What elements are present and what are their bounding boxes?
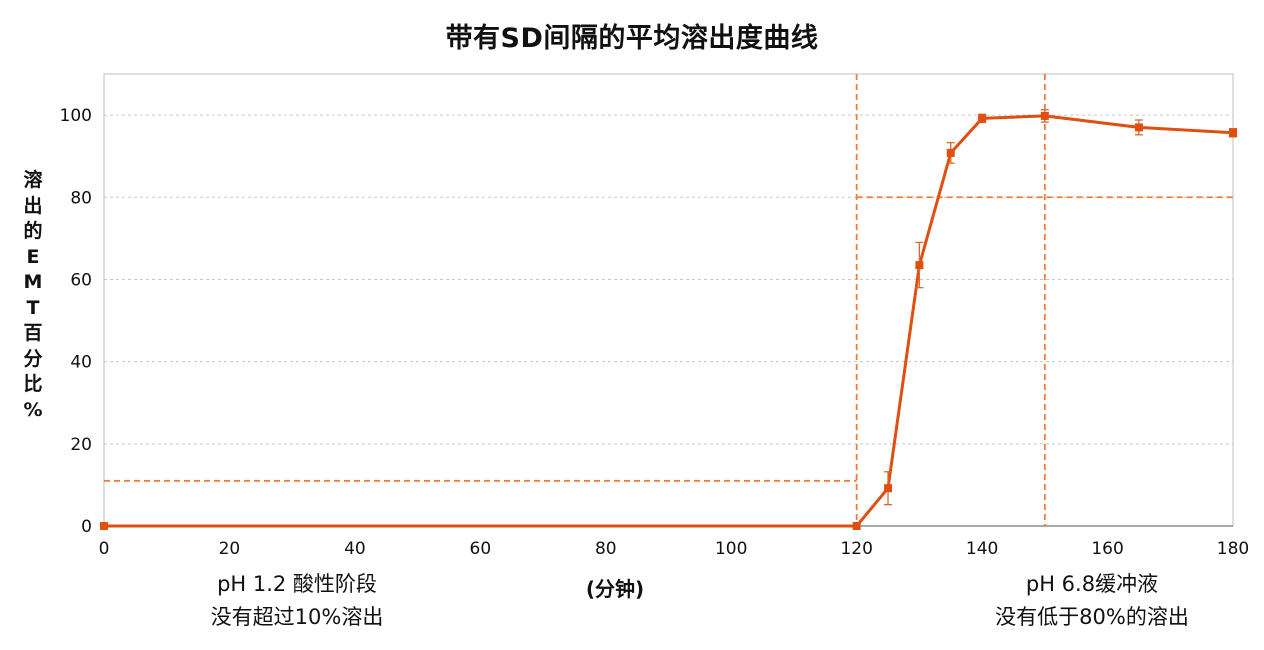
x-tick-label: 0 [99, 539, 110, 559]
y-axis-label-char: E [26, 245, 40, 268]
x-tick-label: 100 [715, 539, 747, 559]
x-tick-label: 120 [840, 539, 872, 559]
annotation-buffer-stage: pH 6.8缓冲液 没有低于80%的溶出 [912, 568, 1264, 634]
y-tick-label: 20 [70, 435, 92, 455]
y-axis-label-char: 的 [23, 220, 43, 242]
plot-frame [103, 73, 1234, 527]
y-tick-label: 100 [60, 106, 92, 126]
y-axis-label-char: 出 [23, 194, 43, 217]
y-axis-label-char: 溶 [23, 169, 43, 191]
data-point [852, 522, 861, 530]
data-point [1134, 123, 1143, 132]
annotation-buffer-stage-line1: pH 6.8缓冲液 [1025, 572, 1159, 596]
x-tick-label: 40 [344, 539, 366, 559]
x-tick-label: 180 [1217, 539, 1249, 559]
series-line [104, 114, 1234, 528]
y-axis-label-char: T [26, 296, 40, 319]
data-point [1040, 111, 1049, 120]
x-tick-label: 60 [470, 539, 492, 559]
annotation-acid-stage-line2: 没有超过10%溶出 [210, 605, 384, 629]
y-axis-label-char: 分 [23, 347, 43, 370]
chart-title: 带有SD间隔的平均溶出度曲线 [445, 23, 819, 54]
y-tick-label: 60 [70, 270, 92, 290]
x-tick-label: 80 [595, 539, 617, 559]
data-point [915, 261, 924, 270]
x-axis-label: (分钟) [585, 577, 645, 601]
y-axis-label-char: 百 [23, 322, 43, 344]
data-point [978, 114, 987, 123]
data-point [946, 148, 955, 157]
y-axis-label: 溶出的 E M T 百分比% [18, 168, 48, 423]
data-point [100, 522, 108, 530]
annotation-acid-stage: pH 1.2 酸性阶段 没有超过10%溶出 [117, 568, 477, 634]
y-axis-label-char: 比 [23, 373, 43, 395]
y-axis-label-char: M [23, 271, 43, 293]
x-tick-label: 20 [219, 539, 241, 559]
annotation-acid-stage-line1: pH 1.2 酸性阶段 [217, 572, 377, 596]
x-tick-label: 160 [1091, 539, 1123, 559]
y-axis-label-char: % [23, 398, 43, 421]
x-tick-label: 140 [966, 539, 998, 559]
data-point [1229, 128, 1237, 137]
y-tick-label: 80 [70, 188, 92, 208]
y-tick-label: 40 [70, 353, 92, 373]
y-tick-label: 0 [81, 517, 92, 537]
data-point [884, 484, 893, 493]
annotation-buffer-stage-line2: 没有低于80%的溶出 [995, 605, 1189, 629]
